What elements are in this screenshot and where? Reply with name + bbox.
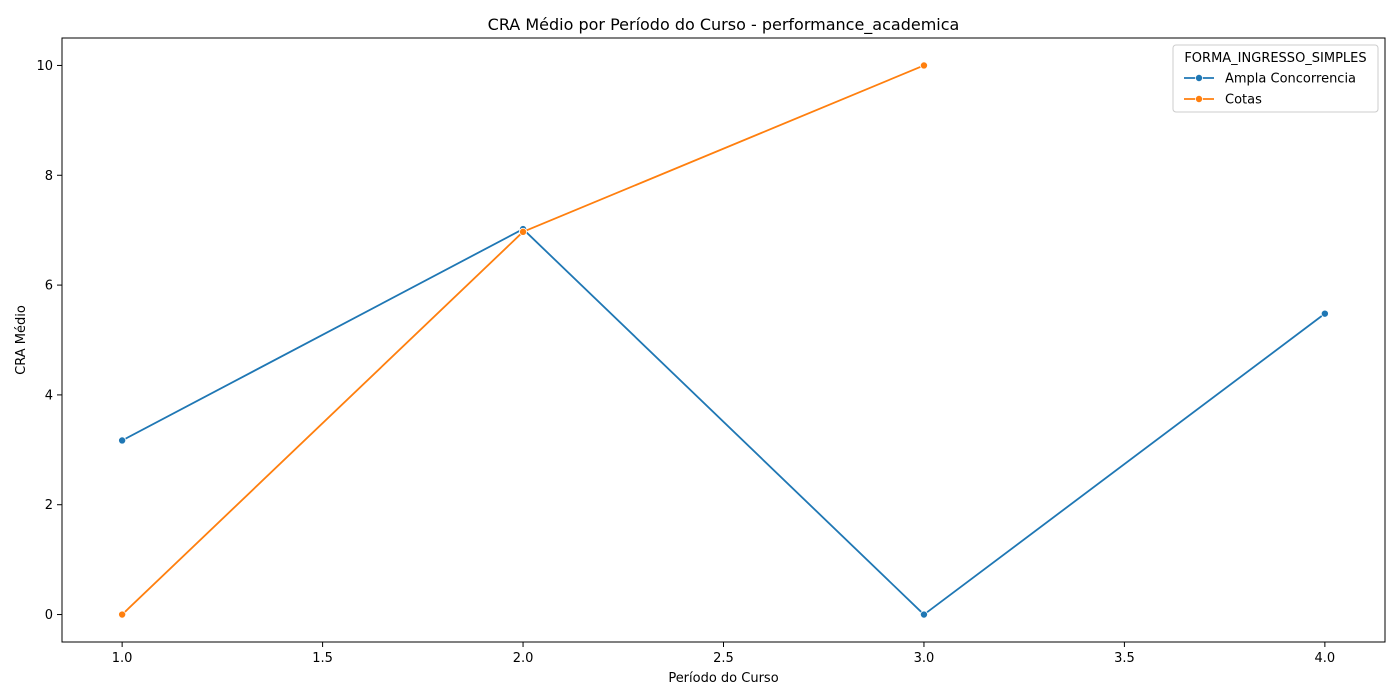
y-tick-label: 8 xyxy=(45,169,53,184)
legend-label: Ampla Concorrencia xyxy=(1225,72,1356,87)
plot-area xyxy=(118,61,1329,619)
legend: FORMA_INGRESSO_SIMPLES Ampla Concorrenci… xyxy=(1172,44,1379,113)
y-tick-label: 10 xyxy=(36,59,53,74)
data-point-ampla-concorrencia xyxy=(118,436,127,445)
x-tick-label: 1.0 xyxy=(112,651,133,666)
y-axis-label: CRA Médio xyxy=(14,305,29,375)
y-tick-label: 4 xyxy=(45,388,53,403)
x-tick-label: 2.0 xyxy=(513,651,534,666)
plot-frame xyxy=(61,37,1386,643)
y-tick-label: 0 xyxy=(45,608,53,623)
series-line-cotas xyxy=(121,64,925,616)
data-point-cotas xyxy=(519,227,528,236)
x-tick-label: 4.0 xyxy=(1315,651,1336,666)
x-tick-label: 2.5 xyxy=(713,651,734,666)
y-axis-ticks: 0 2 4 6 8 10 xyxy=(36,59,62,623)
legend-label: Cotas xyxy=(1225,93,1262,108)
x-tick-label: 1.5 xyxy=(312,651,333,666)
legend-box xyxy=(1172,44,1379,113)
y-tick-label: 2 xyxy=(45,498,53,513)
legend-item-ampla-concorrencia: Ampla Concorrencia xyxy=(1184,72,1356,87)
legend-item-cotas: Cotas xyxy=(1184,93,1262,108)
x-axis-label: Período do Curso xyxy=(668,671,778,686)
y-tick-label: 6 xyxy=(45,279,53,294)
legend-marker-swatch xyxy=(1195,95,1204,104)
x-tick-label: 3.5 xyxy=(1114,651,1135,666)
series-line-ampla-concorrencia xyxy=(121,228,1326,616)
data-point-ampla-concorrencia xyxy=(1320,309,1329,318)
chart-title: CRA Médio por Período do Curso - perform… xyxy=(488,15,960,35)
legend-title: FORMA_INGRESSO_SIMPLES xyxy=(1184,51,1366,66)
legend-entries: Ampla Concorrencia Cotas xyxy=(1184,72,1356,108)
data-point-ampla-concorrencia xyxy=(919,610,928,619)
data-point-cotas xyxy=(919,61,928,70)
x-axis-ticks: 1.0 1.5 2.0 2.5 3.0 3.5 4.0 xyxy=(112,642,1335,666)
data-point-cotas xyxy=(118,610,127,619)
x-tick-label: 3.0 xyxy=(914,651,935,666)
legend-marker-swatch xyxy=(1195,74,1204,83)
